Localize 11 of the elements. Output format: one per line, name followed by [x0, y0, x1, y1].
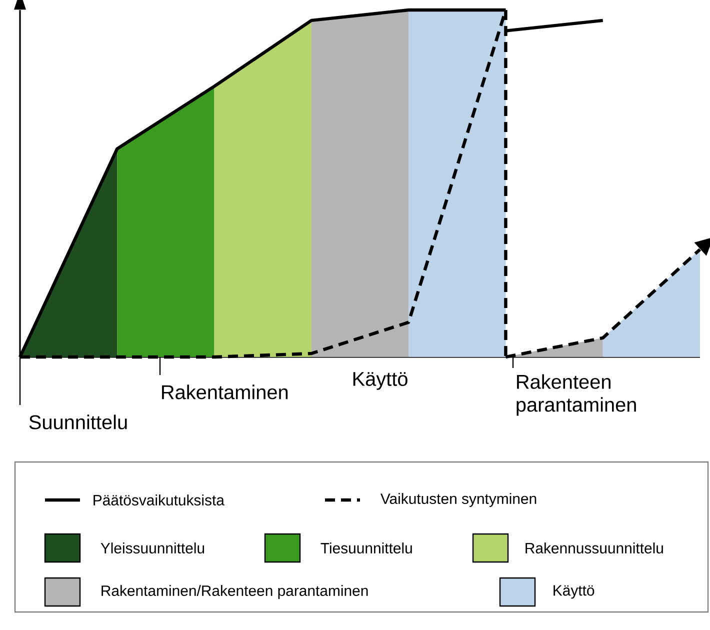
text: Rakentaminen — [162, 384, 288, 400]
legend-label: Rakennussuunnittelu — [526, 542, 663, 554]
legend-label: Päätösvaikutuksista — [94, 494, 224, 506]
text: Käyttö — [353, 372, 408, 390]
legend-label: Rakentaminen/Rakenteen parantaminen — [102, 585, 368, 599]
text: Rakenteen parantaminen — [516, 374, 636, 416]
text: Suunnittelu — [29, 414, 127, 430]
legend-label: Vaikutusten syntyminen — [380, 493, 536, 507]
legend-label: Yleissuunnittelu — [100, 542, 204, 554]
legend-label: Tiesuunnittelu — [320, 542, 412, 554]
legend-label: Käyttö — [554, 585, 594, 599]
